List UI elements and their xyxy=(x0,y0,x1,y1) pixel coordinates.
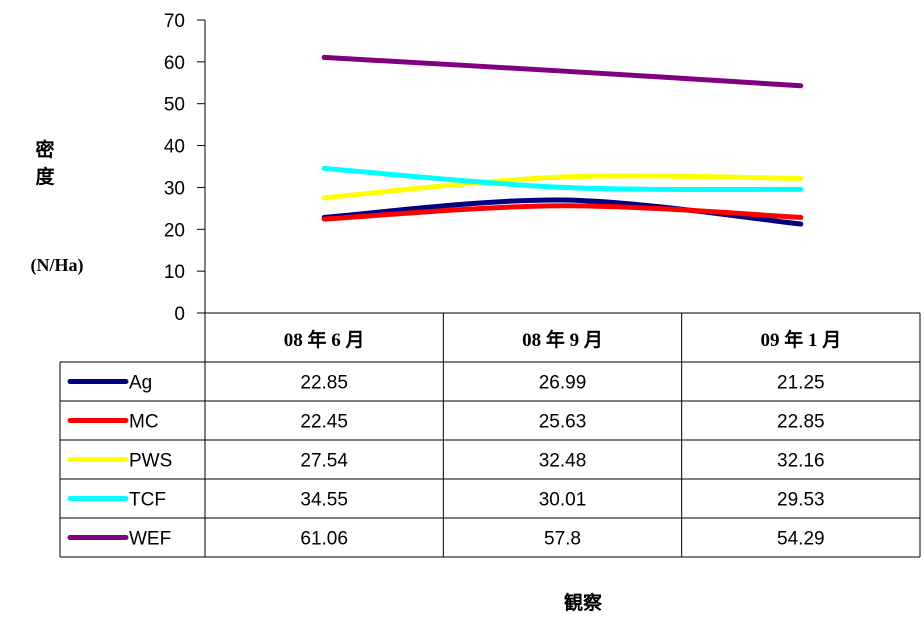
series-line-mc xyxy=(321,203,804,222)
legend-label: WEF xyxy=(129,529,171,550)
series-line-pws xyxy=(321,173,804,201)
data-table-cell: 25.63 xyxy=(539,412,587,433)
data-table-cell: 22.85 xyxy=(300,373,348,394)
data-table-cell: 32.48 xyxy=(539,451,587,472)
x-category-label: 08 年 9 月 xyxy=(522,328,603,351)
data-table-cell: 57.8 xyxy=(544,529,581,550)
data-table-cell: 22.85 xyxy=(777,412,825,433)
y-axis-label-char: 密 xyxy=(35,138,54,161)
legend-label: PWS xyxy=(129,451,172,472)
data-table-cell: 61.06 xyxy=(300,529,348,550)
data-table-cell: 30.01 xyxy=(539,490,587,511)
data-table-cell: 34.55 xyxy=(300,490,348,511)
y-axis-label-char: 度 xyxy=(35,165,55,188)
y-tick-label: 50 xyxy=(164,95,185,116)
x-category-label: 09 年 1 月 xyxy=(760,328,841,351)
data-table-cell: 54.29 xyxy=(777,529,825,550)
data-table-cell: 26.99 xyxy=(539,373,587,394)
y-tick-label: 30 xyxy=(164,178,185,199)
y-axis-unit: (N/Ha) xyxy=(31,255,84,276)
y-tick-label: 40 xyxy=(164,137,185,158)
data-table-cell: 21.25 xyxy=(777,373,825,394)
y-tick-label: 0 xyxy=(174,304,185,325)
series-line-ag xyxy=(321,197,804,227)
legend-label: Ag xyxy=(129,373,152,394)
y-tick-label: 10 xyxy=(164,262,185,283)
legend-label: TCF xyxy=(129,490,166,511)
y-tick-label: 20 xyxy=(164,220,185,241)
data-table-cell: 22.45 xyxy=(300,412,348,433)
data-table-cell: 27.54 xyxy=(300,451,348,472)
x-category-label: 08 年 6 月 xyxy=(284,328,365,351)
series-line-wef xyxy=(321,54,804,89)
legend-label: MC xyxy=(129,412,159,433)
y-tick-label: 70 xyxy=(164,11,185,32)
data-table-cell: 29.53 xyxy=(777,490,825,511)
series-line-tcf xyxy=(321,165,804,193)
data-table-cell: 32.16 xyxy=(777,451,825,472)
x-axis-label: 観察 xyxy=(564,591,603,614)
y-tick-label: 60 xyxy=(164,53,185,74)
